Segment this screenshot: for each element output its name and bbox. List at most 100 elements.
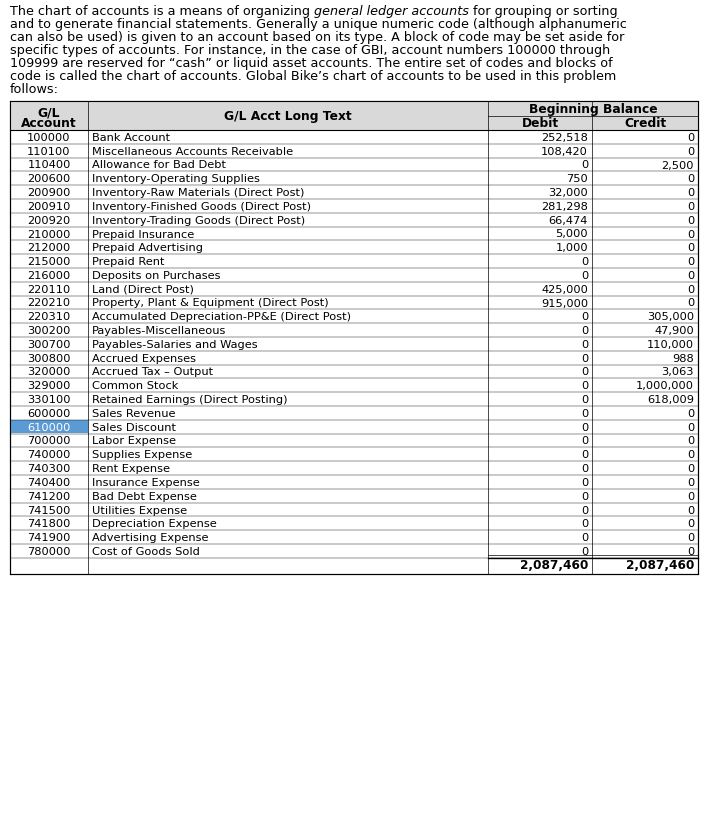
Text: Bad Debt Expense: Bad Debt Expense xyxy=(92,491,197,501)
Text: 0: 0 xyxy=(581,395,588,405)
Text: 988: 988 xyxy=(672,353,694,364)
Text: 0: 0 xyxy=(581,381,588,391)
Text: 200920: 200920 xyxy=(27,215,70,225)
Text: 0: 0 xyxy=(581,257,588,267)
Text: 0: 0 xyxy=(687,491,694,501)
Text: Labor Expense: Labor Expense xyxy=(92,436,176,446)
Text: 5,000: 5,000 xyxy=(555,229,588,239)
Text: Miscellaneous Accounts Receivable: Miscellaneous Accounts Receivable xyxy=(92,147,293,156)
Text: 2,500: 2,500 xyxy=(661,161,694,170)
Text: 600000: 600000 xyxy=(27,409,70,419)
Text: 0: 0 xyxy=(581,464,588,473)
Text: 0: 0 xyxy=(687,436,694,446)
Text: 0: 0 xyxy=(581,312,588,322)
Text: Retained Earnings (Direct Posting): Retained Earnings (Direct Posting) xyxy=(92,395,288,405)
Text: 215000: 215000 xyxy=(27,257,70,267)
Text: 610000: 610000 xyxy=(27,422,70,432)
Text: 0: 0 xyxy=(687,147,694,156)
Text: 0: 0 xyxy=(687,409,694,419)
Text: 740300: 740300 xyxy=(27,464,70,473)
Text: 2,087,460: 2,087,460 xyxy=(626,559,694,572)
Text: Bank Account: Bank Account xyxy=(92,133,170,143)
Bar xyxy=(11,421,88,433)
Text: 0: 0 xyxy=(687,215,694,225)
Text: 0: 0 xyxy=(581,436,588,446)
Text: Prepaid Insurance: Prepaid Insurance xyxy=(92,229,194,239)
Text: 0: 0 xyxy=(687,188,694,198)
Text: 0: 0 xyxy=(581,450,588,459)
Text: 320000: 320000 xyxy=(27,367,70,377)
Text: 47,900: 47,900 xyxy=(654,326,694,336)
Text: 305,000: 305,000 xyxy=(647,312,694,322)
Text: 220310: 220310 xyxy=(27,312,70,322)
Text: Prepaid Advertising: Prepaid Advertising xyxy=(92,243,203,253)
Text: Credit: Credit xyxy=(624,117,666,130)
Text: 0: 0 xyxy=(581,340,588,350)
Text: 0: 0 xyxy=(581,422,588,432)
Text: 740400: 740400 xyxy=(27,477,70,487)
Text: 0: 0 xyxy=(581,409,588,419)
Text: 700000: 700000 xyxy=(27,436,70,446)
Text: 0: 0 xyxy=(687,532,694,542)
Text: 0: 0 xyxy=(687,174,694,184)
Text: Cost of Goods Sold: Cost of Goods Sold xyxy=(92,546,200,556)
Text: 0: 0 xyxy=(687,229,694,239)
Text: 741800: 741800 xyxy=(27,518,70,528)
Text: Sales Discount: Sales Discount xyxy=(92,422,176,432)
Text: 0: 0 xyxy=(687,133,694,143)
Text: Supplies Expense: Supplies Expense xyxy=(92,450,192,459)
Text: Utilities Expense: Utilities Expense xyxy=(92,505,187,515)
Text: 329000: 329000 xyxy=(27,381,70,391)
Text: Deposits on Purchases: Deposits on Purchases xyxy=(92,270,221,281)
Text: 0: 0 xyxy=(687,201,694,211)
Text: 252,518: 252,518 xyxy=(541,133,588,143)
Text: Inventory-Trading Goods (Direct Post): Inventory-Trading Goods (Direct Post) xyxy=(92,215,305,225)
Text: 210000: 210000 xyxy=(27,229,70,239)
Text: 780000: 780000 xyxy=(27,546,70,556)
Text: 281,298: 281,298 xyxy=(541,201,588,211)
Text: 0: 0 xyxy=(581,353,588,364)
Text: 0: 0 xyxy=(687,270,694,281)
Text: specific types of accounts. For instance, in the case of GBI, account numbers 10: specific types of accounts. For instance… xyxy=(10,44,610,57)
Text: 0: 0 xyxy=(687,257,694,267)
Text: Sales Revenue: Sales Revenue xyxy=(92,409,175,419)
Text: Common Stock: Common Stock xyxy=(92,381,179,391)
Text: Accumulated Depreciation-PP&E (Direct Post): Accumulated Depreciation-PP&E (Direct Po… xyxy=(92,312,351,322)
Text: 0: 0 xyxy=(687,450,694,459)
Text: 0: 0 xyxy=(581,546,588,556)
Text: 100000: 100000 xyxy=(27,133,70,143)
Text: 0: 0 xyxy=(581,505,588,515)
Text: Rent Expense: Rent Expense xyxy=(92,464,170,473)
Text: 300700: 300700 xyxy=(27,340,70,350)
Text: Inventory-Raw Materials (Direct Post): Inventory-Raw Materials (Direct Post) xyxy=(92,188,304,198)
Text: 110100: 110100 xyxy=(27,147,70,156)
Text: Debit: Debit xyxy=(521,117,558,130)
Text: 750: 750 xyxy=(566,174,588,184)
Text: 741500: 741500 xyxy=(27,505,70,515)
Text: follows:: follows: xyxy=(10,83,59,96)
Text: G/L Acct Long Text: G/L Acct Long Text xyxy=(224,110,352,123)
Text: 110,000: 110,000 xyxy=(647,340,694,350)
Text: 1,000,000: 1,000,000 xyxy=(636,381,694,391)
Text: The chart of accounts is a means of organizing: The chart of accounts is a means of orga… xyxy=(10,5,314,18)
Text: Payables-Miscellaneous: Payables-Miscellaneous xyxy=(92,326,226,336)
Text: Depreciation Expense: Depreciation Expense xyxy=(92,518,216,528)
Text: 200910: 200910 xyxy=(27,201,70,211)
Text: for grouping or sorting: for grouping or sorting xyxy=(469,5,617,18)
Text: Advertising Expense: Advertising Expense xyxy=(92,532,209,542)
Text: 0: 0 xyxy=(687,243,694,253)
Text: 0: 0 xyxy=(687,284,694,294)
Text: can also be used) is given to an account based on its type. A block of code may : can also be used) is given to an account… xyxy=(10,31,624,44)
Text: 0: 0 xyxy=(687,298,694,308)
Text: Insurance Expense: Insurance Expense xyxy=(92,477,200,487)
Text: 109999 are reserved for “cash” or liquid asset accounts. The entire set of codes: 109999 are reserved for “cash” or liquid… xyxy=(10,57,612,70)
Text: Account: Account xyxy=(21,116,77,129)
Text: Inventory-Finished Goods (Direct Post): Inventory-Finished Goods (Direct Post) xyxy=(92,201,311,211)
Text: 2,087,460: 2,087,460 xyxy=(520,559,588,572)
Text: 0: 0 xyxy=(687,477,694,487)
Text: general ledger accounts: general ledger accounts xyxy=(314,5,469,18)
Text: Beginning Balance: Beginning Balance xyxy=(529,102,657,115)
Text: 220210: 220210 xyxy=(28,298,70,308)
Text: 300200: 300200 xyxy=(27,326,70,336)
Text: 0: 0 xyxy=(581,518,588,528)
